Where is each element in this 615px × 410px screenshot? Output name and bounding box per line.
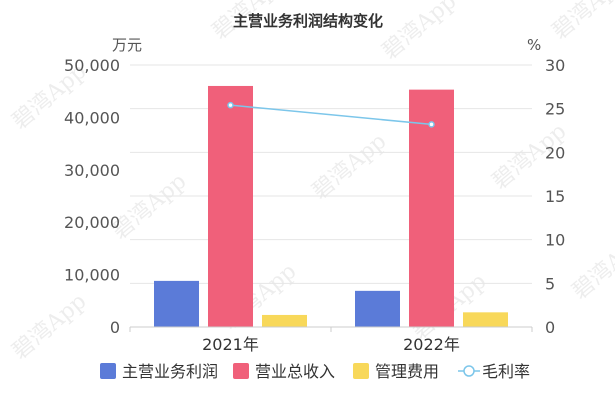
x-axis-categories: 2021年 2022年 [129,327,533,354]
legend: 主营业务利润 营业总收入 管理费用 毛利率 [100,362,530,381]
right-tick-label: 15 [545,187,565,206]
legend-swatch [100,363,116,379]
x-category-label: 2022年 [403,335,460,354]
line-series [227,101,435,128]
left-tick-label: 0 [110,318,120,337]
right-tick-label: 25 [545,100,565,119]
bar [409,89,454,328]
legend-label: 毛利率 [482,362,530,381]
right-tick-label: 10 [545,231,565,250]
line-point [227,101,234,109]
right-tick-label: 5 [545,274,555,293]
right-tick-label: 20 [545,143,565,162]
legend-label: 营业总收入 [255,362,335,381]
bar [355,290,400,327]
left-tick-label: 40,000 [64,108,120,127]
legend-swatch [353,363,369,379]
left-axis-ticks: 0 10,000 20,000 30,000 40,000 50,000 [64,56,120,337]
legend-swatch-marker [463,365,475,377]
left-tick-label: 50,000 [64,56,120,75]
legend-label: 管理费用 [375,362,439,381]
bar [208,85,253,328]
watermark-text: 碧湾App [8,289,92,365]
watermark-text: 碧湾App [548,0,615,45]
legend-swatch [233,363,249,379]
watermark-text: 碧湾App [308,129,392,205]
bar [262,314,307,327]
watermark-text: 碧湾App [108,169,192,245]
right-axis-ticks: 0 5 10 15 20 25 30 [545,56,565,337]
x-category-label: 2021年 [202,335,259,354]
right-axis-unit: % [527,36,541,54]
grid-lines [130,64,532,284]
left-tick-label: 10,000 [64,266,120,285]
left-axis-unit: 万元 [112,36,142,54]
left-tick-label: 20,000 [64,213,120,232]
line-point [428,121,435,128]
watermark-text: 碧湾App [568,229,615,305]
bar-series [154,85,508,328]
left-tick-label: 30,000 [64,161,120,180]
legend-label: 主营业务利润 [122,362,218,381]
bar [154,280,199,327]
watermark-text: 碧湾App [378,0,462,65]
right-tick-label: 0 [545,318,555,337]
bar [463,312,508,327]
line-path [230,104,432,126]
right-tick-label: 30 [545,56,565,75]
chart-title: 主营业务利润结构变化 [233,12,383,30]
